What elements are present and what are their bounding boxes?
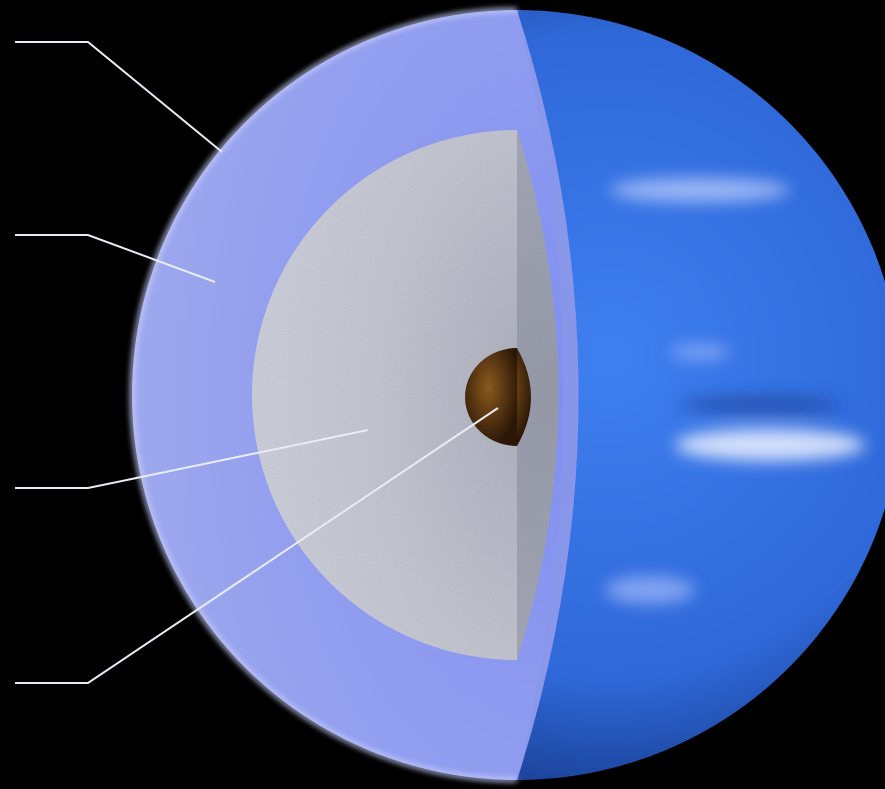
- leader-line: [15, 234, 216, 283]
- leader-line: [15, 407, 499, 684]
- cut-edge: [517, 10, 579, 780]
- leader-line: [15, 41, 223, 153]
- mantle-cut-shade: [517, 130, 559, 660]
- leader-lines: [15, 41, 499, 684]
- mantle-texture: [252, 130, 559, 660]
- clouds: [605, 178, 865, 604]
- atmosphere-rim: [130, 8, 518, 782]
- leader-line: [15, 429, 369, 489]
